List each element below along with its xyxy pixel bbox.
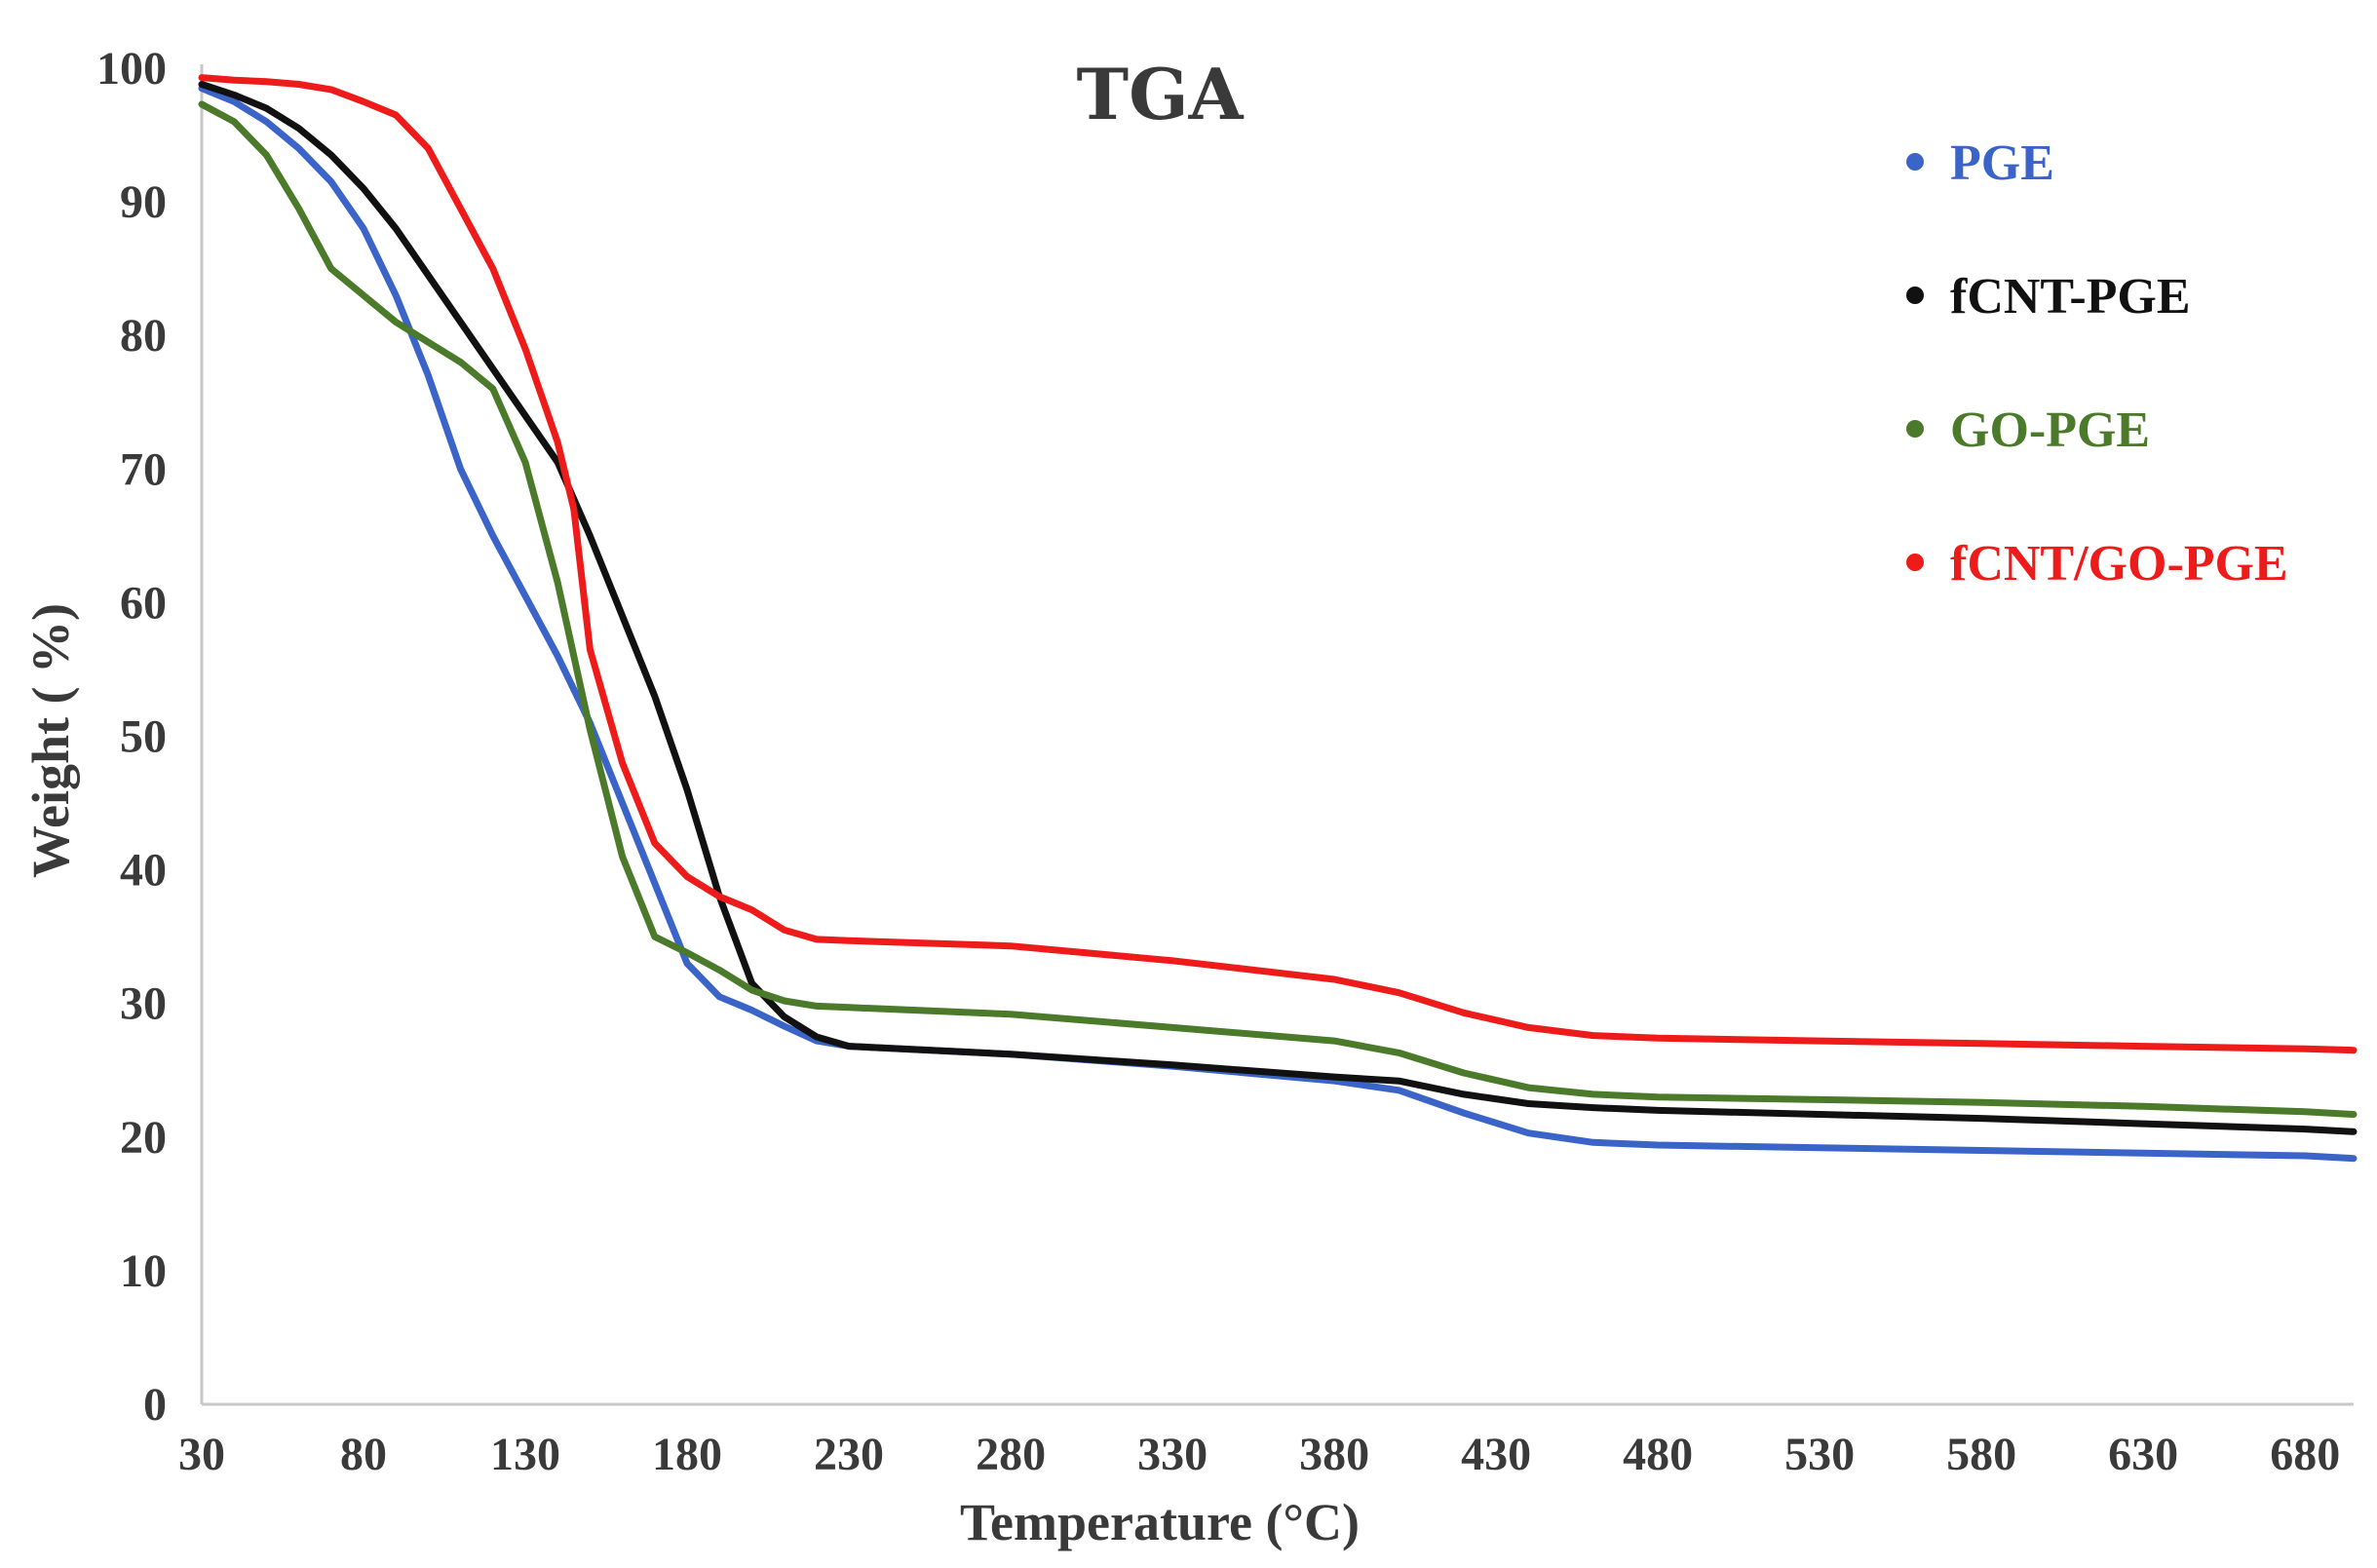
y-tick-label: 80 <box>120 310 167 362</box>
series-line-fcnt-pge <box>198 81 2358 1135</box>
legend-marker <box>1906 420 1924 438</box>
series-line-pge <box>198 85 2358 1163</box>
legend-marker <box>1906 153 1924 171</box>
x-tick-label: 180 <box>652 1429 722 1480</box>
x-tick-label: 80 <box>340 1429 387 1480</box>
x-tick-label: 280 <box>976 1429 1046 1480</box>
legend-label: GO-PGE <box>1950 402 2150 458</box>
chart-title: TGA <box>1077 53 1245 135</box>
y-axis-label: Weight ( %) <box>21 603 80 878</box>
x-tick-label: 330 <box>1137 1429 1208 1480</box>
legend-marker <box>1906 554 1924 571</box>
y-tick-label: 100 <box>96 43 167 95</box>
legend-label: fCNT/GO-PGE <box>1950 536 2288 592</box>
x-axis-label: Temperature (°C) <box>960 1493 1360 1551</box>
y-tick-label: 50 <box>120 711 167 763</box>
legend-label: fCNT-PGE <box>1950 269 2191 325</box>
y-tick-label: 60 <box>120 577 167 629</box>
y-tick-label: 10 <box>120 1245 167 1297</box>
x-axis-ticks: 30 80 130 180 230 280 330 380 430 480 530 580 630 680 <box>178 1429 2340 1480</box>
x-tick-label: 130 <box>490 1429 560 1480</box>
series-line-go-pge <box>198 100 2358 1118</box>
x-tick-label: 580 <box>1946 1429 2016 1480</box>
series-group <box>198 74 2358 1163</box>
x-tick-label: 630 <box>2108 1429 2178 1480</box>
x-tick-label: 530 <box>1784 1429 1855 1480</box>
y-tick-label: 90 <box>120 176 167 228</box>
legend-marker <box>1906 287 1924 304</box>
legend-label: PGE <box>1950 135 2054 191</box>
y-tick-label: 40 <box>120 845 167 897</box>
x-tick-label: 230 <box>814 1429 884 1480</box>
legend: PGE fCNT-PGE GO-PGE fCNT/GO-PGE <box>1906 135 2288 592</box>
y-tick-label: 70 <box>120 443 167 495</box>
x-tick-label: 680 <box>2270 1429 2340 1480</box>
x-tick-label: 480 <box>1623 1429 1693 1480</box>
y-tick-label: 0 <box>143 1379 167 1431</box>
y-tick-label: 30 <box>120 978 167 1030</box>
series-line-fcnt-go-pge <box>198 74 2358 1054</box>
x-tick-label: 380 <box>1299 1429 1369 1480</box>
x-tick-label: 30 <box>178 1429 225 1480</box>
x-tick-label: 430 <box>1461 1429 1531 1480</box>
y-axis-ticks: 0 10 20 30 40 50 60 70 80 90 100 <box>96 43 167 1431</box>
y-tick-label: 20 <box>120 1112 167 1164</box>
